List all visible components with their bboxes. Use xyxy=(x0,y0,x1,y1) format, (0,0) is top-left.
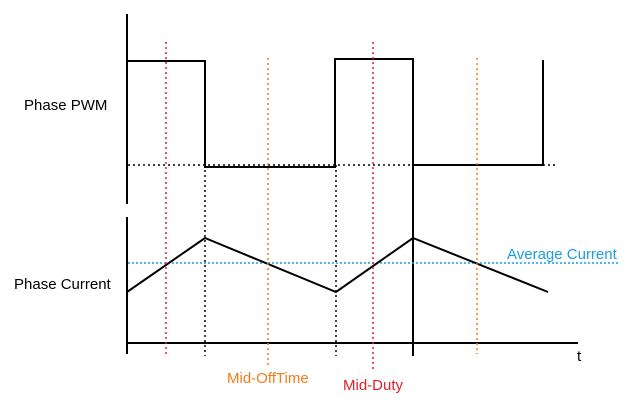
phase-current-waveform xyxy=(126,236,549,294)
mid-offtime-label: Mid-OffTime xyxy=(227,370,309,387)
phase-current-label: Phase Current xyxy=(14,276,112,293)
phase-pwm-waveform xyxy=(127,58,544,168)
average-current-label: Average Current xyxy=(507,246,618,263)
mid-duty-label: Mid-Duty xyxy=(343,377,404,394)
phase-pwm-label: Phase PWM xyxy=(24,97,107,114)
time-axis-label: t xyxy=(577,348,582,365)
